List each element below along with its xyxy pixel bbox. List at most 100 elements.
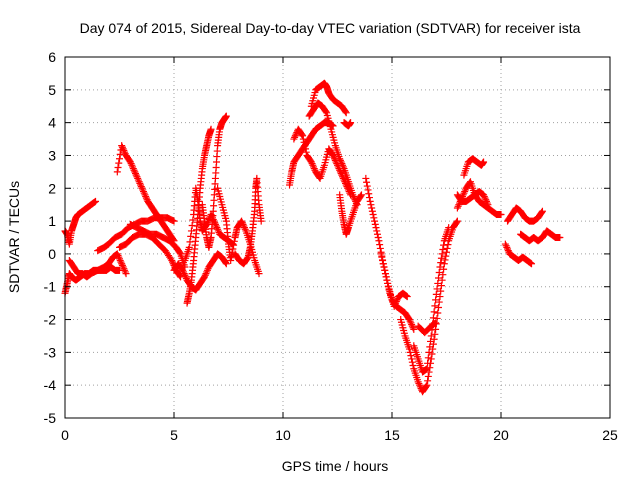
point-mark (126, 158, 134, 166)
point-mark (230, 241, 238, 249)
point-mark (142, 194, 150, 202)
point-mark (299, 135, 307, 143)
point-mark (439, 246, 447, 254)
point-mark (370, 214, 378, 222)
point-mark (414, 378, 422, 386)
point-mark (310, 165, 318, 173)
point-mark (300, 138, 308, 146)
point-mark (453, 218, 461, 226)
point-mark (239, 220, 247, 228)
point-mark (374, 234, 382, 241)
point-mark (415, 380, 423, 388)
point-mark (310, 163, 318, 171)
point-mark (385, 286, 393, 294)
point-mark (307, 158, 315, 166)
point-mark (169, 258, 177, 266)
y-tick-label-4: -1 (44, 279, 57, 295)
point-mark (483, 199, 491, 207)
series-t4 (94, 214, 178, 255)
point-mark (441, 256, 449, 264)
point-mark (502, 242, 510, 250)
point-mark (114, 163, 122, 171)
point-mark (222, 112, 230, 120)
y-tick-label-5: 0 (48, 246, 56, 262)
point-mark (116, 155, 123, 163)
point-mark (435, 304, 443, 312)
y-tick-labels: -5 -4 -3 -2 -1 0 1 2 3 4 5 6 (44, 49, 57, 426)
series-t24 (414, 319, 440, 337)
point-mark (120, 147, 128, 155)
point-mark (122, 270, 130, 278)
point-mark (460, 189, 468, 197)
y-tick-label-8: 3 (48, 147, 56, 163)
point-mark (181, 271, 189, 279)
point-mark (337, 158, 345, 166)
x-tick-label-2: 10 (275, 427, 291, 443)
series-t28 (504, 204, 546, 225)
point-mark (291, 132, 299, 140)
point-mark (424, 377, 432, 385)
point-mark (436, 293, 444, 301)
point-mark (212, 222, 220, 230)
point-mark (427, 337, 435, 345)
point-mark (118, 142, 126, 150)
point-mark (168, 256, 176, 264)
point-mark (538, 208, 546, 216)
point-mark (207, 125, 215, 133)
point-mark (357, 191, 365, 199)
point-mark (439, 271, 447, 279)
point-mark (538, 207, 546, 215)
point-mark (257, 217, 265, 225)
point-mark (453, 217, 461, 225)
point-mark (482, 197, 490, 205)
point-mark (120, 265, 128, 273)
point-mark (187, 232, 195, 240)
point-mark (134, 174, 142, 182)
point-mark (381, 270, 389, 278)
point-mark (373, 227, 381, 235)
point-mark (440, 260, 448, 268)
point-mark (501, 240, 509, 248)
y-tick-label-2: -3 (44, 344, 57, 360)
point-mark (203, 266, 211, 274)
point-mark (255, 270, 263, 278)
point-mark (189, 216, 197, 224)
point-mark (435, 274, 443, 282)
point-mark (442, 252, 450, 260)
point-mark (365, 190, 373, 198)
point-mark (408, 358, 416, 366)
point-mark (437, 259, 445, 267)
point-mark (437, 254, 445, 262)
y-tick-label-10: 5 (48, 82, 56, 98)
series-t18 (340, 119, 355, 130)
point-mark (132, 171, 140, 179)
point-mark (115, 253, 123, 261)
point-mark (213, 224, 221, 232)
point-mark (392, 297, 400, 305)
point-mark (238, 219, 246, 227)
point-mark (121, 268, 129, 276)
point-mark (371, 220, 379, 228)
point-mark (407, 352, 415, 360)
point-mark (364, 186, 372, 194)
point-mark (113, 250, 121, 258)
point-mark (202, 270, 210, 278)
point-mark (381, 266, 389, 274)
x-tick-label-4: 20 (493, 427, 509, 443)
y-tick-label-6: 1 (48, 213, 56, 229)
y-tick-label-1: -4 (44, 377, 57, 393)
point-mark (240, 222, 248, 230)
point-mark (480, 191, 488, 199)
point-mark (309, 161, 317, 169)
point-mark (382, 273, 390, 281)
point-mark (118, 260, 126, 268)
point-mark (113, 168, 121, 176)
point-mark (406, 317, 414, 325)
series-t8 (170, 250, 230, 294)
point-mark (187, 227, 195, 235)
series-t5 (113, 142, 178, 245)
point-mark (369, 211, 377, 219)
point-mark (423, 365, 431, 373)
point-mark (430, 308, 438, 316)
point-mark (241, 225, 249, 233)
